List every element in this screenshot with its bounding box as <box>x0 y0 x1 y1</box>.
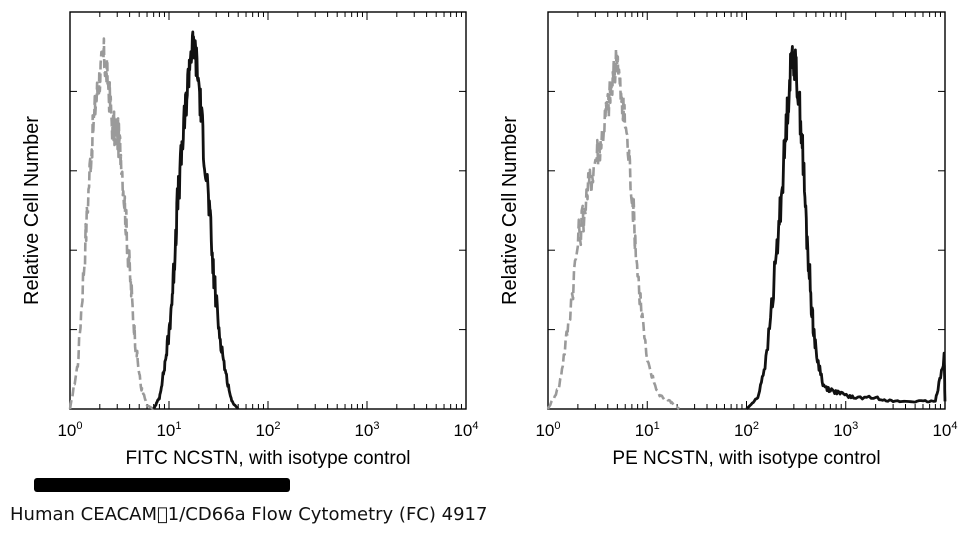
x-tick-label: 100 <box>535 420 560 440</box>
x-tick-label: 103 <box>354 420 379 440</box>
x-axis-label: PE NCSTN, with isotype control <box>612 448 880 469</box>
isotype-control-histogram <box>546 47 681 410</box>
ncstn-antibody-histogram <box>152 30 240 410</box>
x-tick-label: 100 <box>57 420 82 440</box>
isotype-control-histogram <box>68 37 155 411</box>
figure-caption: Human CEACAM 1/CD66a Flow Cytometry (FC)… <box>10 504 488 525</box>
x-axis-label: FITC NCSTN, with isotype control <box>125 448 410 469</box>
plot-frame <box>547 11 946 410</box>
y-axis-label: Relative Cell Number <box>499 116 521 305</box>
x-tick-label: 104 <box>453 420 478 440</box>
pe-histogram-panel: 100 101 102 103 104 Relative Cell Number PE NC… <box>499 11 958 469</box>
y-axis-label: Relative Cell Number <box>21 116 43 305</box>
x-tick-label: 102 <box>255 420 280 440</box>
x-tick-label: 104 <box>932 420 957 440</box>
plot-frame <box>69 11 467 410</box>
x-tick-label: 102 <box>734 420 759 440</box>
ncstn-antibody-histogram <box>745 45 947 410</box>
redacted-text-bar <box>34 478 290 492</box>
x-tick-label: 101 <box>156 420 181 440</box>
x-tick-label: 103 <box>833 420 858 440</box>
fitc-histogram-panel: 100 101 102 103 104 Relative Cell Number FITC … <box>21 11 479 469</box>
x-tick-label: 101 <box>635 420 660 440</box>
